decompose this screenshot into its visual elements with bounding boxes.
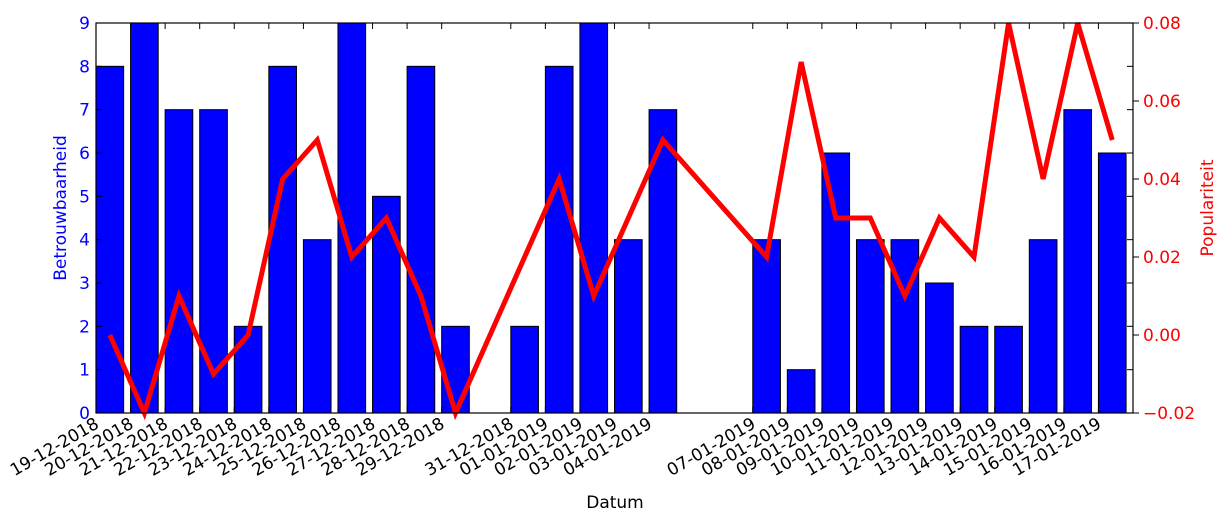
bar-2018-12-27 (372, 195, 401, 414)
bar-2019-01-16 (1063, 109, 1093, 414)
left-tick-label: 7 (79, 101, 90, 121)
left-axis-ticks: 0 1 2 3 4 5 6 7 8 9 (79, 14, 1133, 424)
y-axis-label-left: Betrouwbaarheid (51, 135, 71, 281)
bar-2019-01-03 (614, 239, 643, 414)
right-tick-label: 0.04 (1143, 170, 1181, 190)
right-tick-label: 0.00 (1143, 326, 1181, 346)
left-tick-label: 5 (79, 187, 90, 207)
bar-2019-01-07 (752, 239, 781, 414)
left-tick-label: 8 (79, 57, 90, 77)
bar-2018-12-29 (441, 325, 470, 414)
bar-2018-12-31 (510, 325, 539, 414)
bar-2018-12-23 (233, 325, 263, 414)
line-layer (107, 22, 1115, 421)
bar-2018-12-21 (164, 109, 194, 414)
x-axis-label: Datum (586, 493, 644, 513)
left-tick-label: 2 (79, 317, 90, 337)
bar-2019-01-02 (579, 22, 609, 414)
bar-2018-12-24 (268, 65, 297, 414)
bar-2019-01-15 (1028, 239, 1058, 414)
bar-2019-01-17 (1097, 152, 1127, 414)
bar-2018-12-22 (199, 109, 228, 414)
left-tick-label: 3 (79, 274, 90, 294)
right-tick-label: 0.08 (1143, 14, 1181, 34)
right-axis-ticks: −0.02 0.00 0.02 0.04 0.06 0.08 (1133, 14, 1195, 424)
left-tick-label: 4 (79, 231, 90, 251)
bar-2019-01-13 (959, 325, 989, 414)
bar-2019-01-11 (890, 239, 920, 414)
bar-2018-12-28 (406, 65, 436, 414)
bar-2019-01-08 (786, 369, 816, 414)
left-tick-label: 9 (79, 14, 90, 34)
bar-2019-01-12 (925, 282, 954, 414)
bar-2018-12-20 (130, 22, 159, 414)
left-tick-label: 6 (79, 144, 90, 164)
right-tick-label: 0.02 (1143, 248, 1181, 268)
y-axis-label-right: Populariteit (1198, 159, 1218, 256)
bar-2019-01-09 (821, 152, 851, 414)
right-tick-label: −0.02 (1143, 404, 1195, 424)
bar-2019-01-10 (855, 239, 885, 414)
left-tick-label: 0 (79, 404, 90, 424)
bar-2018-12-25 (302, 239, 332, 414)
right-tick-label: 0.06 (1143, 92, 1181, 112)
bar-2019-01-01 (544, 65, 574, 414)
bar-2019-01-14 (994, 325, 1023, 414)
bars-layer (95, 22, 1127, 414)
left-tick-label: 1 (79, 361, 90, 381)
bar-2019-01-04 (648, 109, 678, 414)
